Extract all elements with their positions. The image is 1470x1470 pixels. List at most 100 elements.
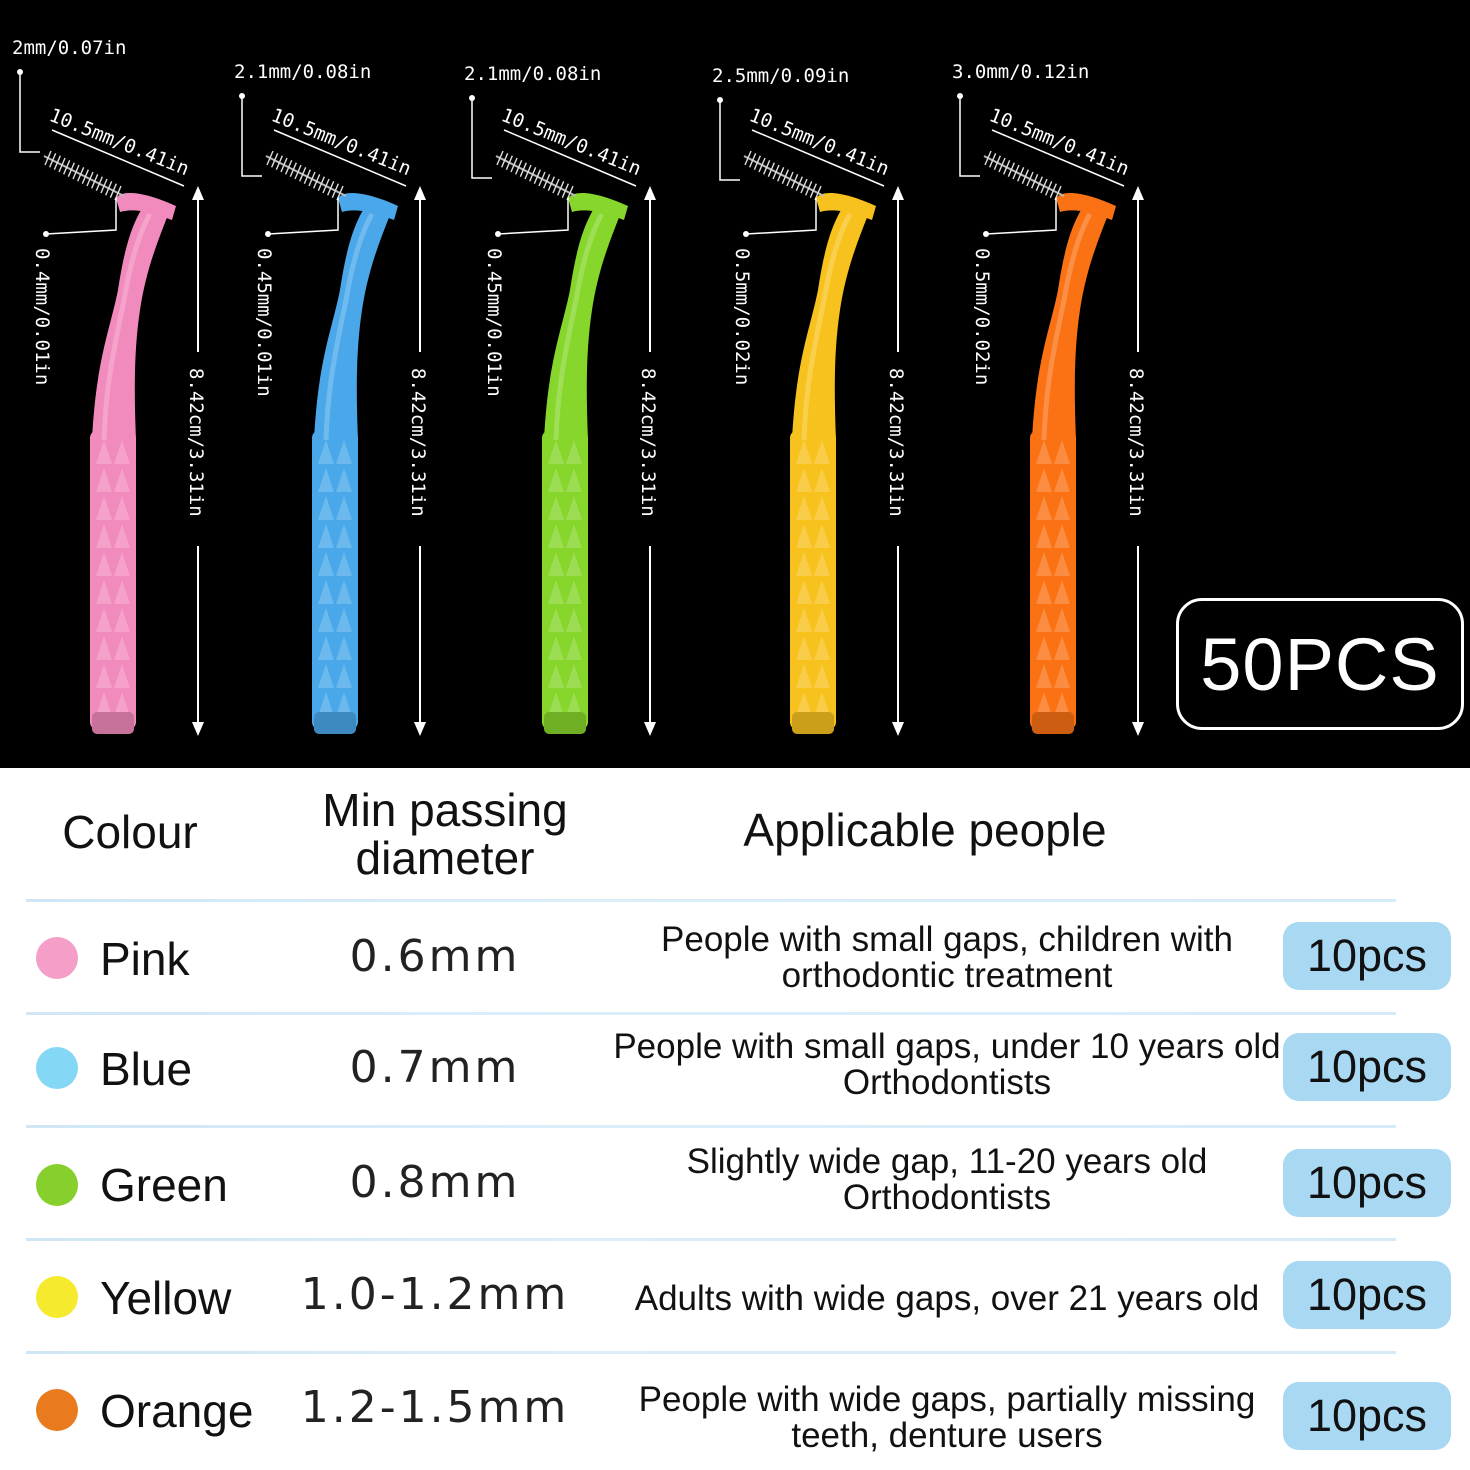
grip-texture xyxy=(1054,692,1070,716)
grip-texture xyxy=(566,608,582,632)
brush-bristle xyxy=(49,153,57,168)
grip-texture xyxy=(336,440,352,464)
colour-dot xyxy=(36,1276,78,1318)
brush-bristle xyxy=(524,164,532,180)
grip-texture xyxy=(1036,496,1052,520)
brush-bristle xyxy=(86,171,94,187)
brush-bristle xyxy=(501,153,509,168)
arrow-head xyxy=(414,186,426,200)
dimension-line xyxy=(985,198,1057,235)
grip-texture xyxy=(114,664,130,688)
brush-bristle xyxy=(63,160,71,175)
grip-texture xyxy=(114,468,130,492)
total-length-label: 8.42cm/3.31in xyxy=(407,368,429,517)
grip-texture xyxy=(318,496,334,520)
brush-bristle xyxy=(275,155,283,170)
brush-bristle xyxy=(772,164,780,180)
quantity-badge: 50PCS xyxy=(1176,598,1464,730)
grip-texture xyxy=(566,580,582,604)
grip-texture xyxy=(814,468,830,492)
row-divider xyxy=(26,899,1396,902)
grip-texture xyxy=(548,440,564,464)
grip-texture xyxy=(114,608,130,632)
brush-bristle xyxy=(989,153,997,168)
applicable-people: People with wide gaps, partially missing… xyxy=(638,1380,1256,1455)
quantity-pill: 10pcs xyxy=(1283,1033,1451,1101)
grip-texture xyxy=(1036,468,1052,492)
grip-texture xyxy=(566,440,582,464)
grip-texture xyxy=(336,664,352,688)
grip-texture xyxy=(814,608,830,632)
grip-texture xyxy=(566,468,582,492)
grip-texture xyxy=(814,524,830,548)
colour-name: Pink xyxy=(100,933,190,985)
grip-texture xyxy=(548,664,564,688)
brush-bristle xyxy=(109,183,117,198)
brush-neck-highlight xyxy=(553,212,605,441)
colour-dot xyxy=(36,1164,78,1206)
table-row: Yellow 1.0-1.2mm Adults with wide gaps, … xyxy=(0,1241,1470,1353)
grip-texture xyxy=(114,496,130,520)
brush-bristle xyxy=(496,150,504,166)
brush-head xyxy=(338,192,398,220)
grip-texture xyxy=(566,692,582,716)
colour-dot xyxy=(36,937,78,979)
grip-texture xyxy=(114,580,130,604)
grip-texture xyxy=(96,636,112,660)
quantity-pill: 10pcs xyxy=(1283,1261,1451,1329)
spec-table: Colour Min passing diameter Applicable p… xyxy=(0,768,1470,1470)
tip-width-label: 3.0mm/0.12in xyxy=(952,61,1089,83)
brush-bristle xyxy=(91,174,99,189)
header-diameter-line2: diameter xyxy=(355,832,535,884)
brush-bristle xyxy=(1026,171,1034,187)
grip-texture xyxy=(1054,608,1070,632)
brush-bristle xyxy=(1045,181,1053,196)
grip-texture xyxy=(814,552,830,576)
brush-bristle xyxy=(294,164,302,180)
applicable-people: People with small gaps, children with or… xyxy=(661,920,1233,995)
brush-bristle xyxy=(795,176,803,191)
brush-bristle xyxy=(767,162,775,177)
brush-bristle xyxy=(299,167,307,182)
brush-bristle xyxy=(566,185,574,201)
colour-name: Yellow xyxy=(100,1272,232,1324)
brush-handle-grip xyxy=(1030,430,1076,730)
applicable-people: Adults with wide gaps, over 21 years old xyxy=(634,1279,1260,1318)
grip-texture xyxy=(96,468,112,492)
brush-handle-grip xyxy=(90,430,136,730)
brush-bristle xyxy=(749,153,757,168)
grip-texture xyxy=(1054,580,1070,604)
brush-head xyxy=(1056,192,1116,220)
table-row: Blue 0.7mm People with small gaps, under… xyxy=(0,1015,1470,1127)
grip-texture xyxy=(548,468,564,492)
brush-bristle xyxy=(993,155,1001,170)
brush-bristle xyxy=(58,157,66,173)
header-diameter-line1: Min passing xyxy=(322,784,568,836)
grip-texture xyxy=(318,580,334,604)
tip-width-label: 2.5mm/0.09in xyxy=(712,65,849,87)
brush-handle-end xyxy=(314,712,356,734)
brush-bristle xyxy=(552,178,560,194)
colour-dot xyxy=(36,1047,78,1089)
grip-texture xyxy=(318,692,334,716)
grip-texture xyxy=(318,524,334,548)
brush-bristle xyxy=(289,162,297,177)
grip-texture xyxy=(566,636,582,660)
brush-neck-highlight xyxy=(323,212,375,441)
grip-texture xyxy=(796,692,812,716)
brush-neck-highlight xyxy=(101,212,153,441)
brush-handle-grip xyxy=(312,430,358,730)
brush-bristle xyxy=(557,181,565,196)
header-colour: Colour xyxy=(62,806,198,858)
brush-handle-end xyxy=(92,712,134,734)
colour-name: Orange xyxy=(100,1385,254,1437)
grip-texture xyxy=(796,664,812,688)
grip-texture xyxy=(796,496,812,520)
brush-bristle xyxy=(561,183,569,198)
brush-bristle xyxy=(303,169,311,184)
applicable-people: Slightly wide gap, 11-20 years old Ortho… xyxy=(686,1142,1208,1217)
table-row: Green 0.8mm Slightly wide gap, 11-20 yea… xyxy=(0,1128,1470,1240)
grip-texture xyxy=(96,440,112,464)
grip-texture xyxy=(548,524,564,548)
brush-bristle xyxy=(313,174,321,189)
